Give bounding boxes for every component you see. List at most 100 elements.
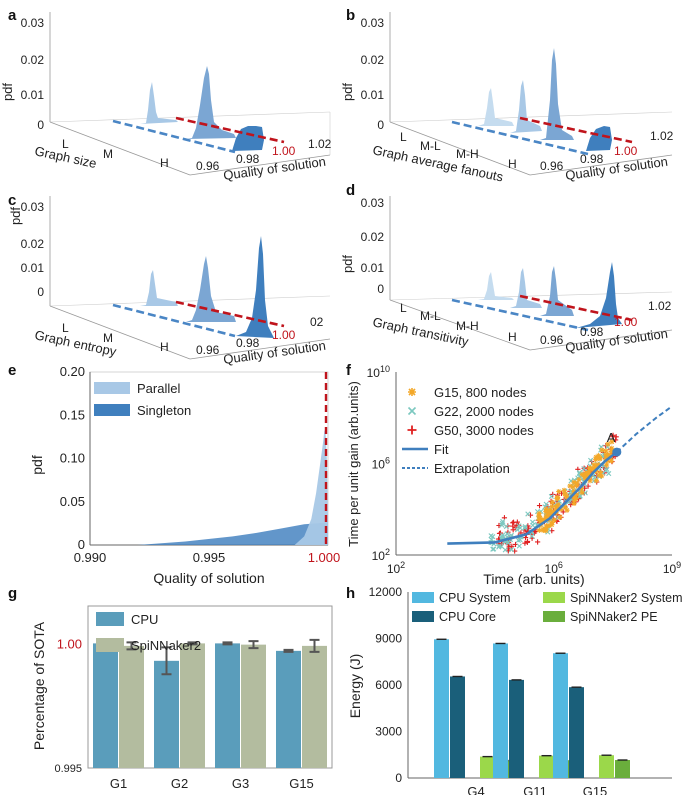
ridge-series-M-H xyxy=(540,48,574,140)
g15-point xyxy=(605,458,611,464)
g22-point xyxy=(581,465,587,472)
bar-cpu-g3 xyxy=(215,643,240,768)
bar-spinnaker2-system-g11 xyxy=(539,755,554,778)
ridge-series-L xyxy=(478,272,514,300)
g15-point xyxy=(546,522,552,529)
bar-cpu-core-g15 xyxy=(569,687,584,778)
ridge-series-L xyxy=(140,82,178,124)
g50-point xyxy=(610,434,616,440)
g15-point xyxy=(571,479,577,485)
y-tick-label: 0.20 xyxy=(60,364,85,379)
g15-point xyxy=(597,469,604,476)
z-tick-label: 0 xyxy=(37,118,44,132)
g15-point xyxy=(591,462,597,468)
g15-point xyxy=(541,527,547,534)
y-tick-label: 0 xyxy=(78,537,85,552)
g50-point xyxy=(536,502,543,509)
g22-point xyxy=(603,468,609,474)
ridge-series-L xyxy=(140,270,178,306)
x-tick-label: 02 xyxy=(310,315,324,329)
x-tick-label: G3 xyxy=(232,776,249,791)
panel-c-ridge-chart: 0.03 0.02 0.01 0 pdf L M H Graph entropy… xyxy=(8,196,331,367)
legend-label-singleton: Singleton xyxy=(137,403,191,418)
bar-cpu-core-g11 xyxy=(509,679,524,778)
depth-tick-label: M-H xyxy=(456,319,479,333)
z-tick-label: 0.01 xyxy=(361,261,385,275)
legend-label: CPU Core xyxy=(439,610,496,624)
y-axis-label: pdf xyxy=(29,455,45,475)
floor-edge xyxy=(189,338,331,360)
x-axis-label: Time (arb. units) xyxy=(483,571,584,587)
legend-marker-g22 xyxy=(407,406,417,416)
g22-point xyxy=(500,518,506,525)
g22-point xyxy=(516,543,522,549)
error-bar xyxy=(283,648,294,653)
depth-tick-label: M-H xyxy=(456,147,479,161)
panel-a-ridge-chart: 0.03 0.02 0.01 0 pdf L M H Graph size 0.… xyxy=(0,12,332,183)
panel-g-bar-chart: G1 G2 G3 G15 1.00 0.995 Percentage of SOTA CPU S… xyxy=(31,605,333,791)
x-tick-label: 0.98 xyxy=(236,336,260,350)
g15-point xyxy=(549,511,555,517)
g15-point xyxy=(557,514,563,520)
depth-tick-label: M-L xyxy=(420,139,441,153)
z-axis-label: pdf xyxy=(0,83,15,101)
x-tick-label: 1.00 xyxy=(614,315,638,329)
blue-reference-dashes xyxy=(112,119,236,154)
bar-cpu-core-g4 xyxy=(450,676,465,778)
ridge-series-M-L xyxy=(510,268,542,308)
z-tick-label: 0.01 xyxy=(21,261,45,275)
legend-swatch-parallel xyxy=(94,382,130,394)
y-tick-label: 0.995 xyxy=(54,763,82,775)
g22-point xyxy=(490,546,496,552)
g15-point xyxy=(608,458,615,464)
z-tick-label: 0.02 xyxy=(361,230,385,244)
bar-cpu-g1 xyxy=(93,643,118,768)
g22-point xyxy=(502,547,508,553)
z-tick-label: 0 xyxy=(377,282,384,296)
bar-spinnaker2-g3 xyxy=(241,644,266,768)
z-tick-label: 0.03 xyxy=(21,16,45,30)
ridge-series-H xyxy=(576,262,622,328)
back-wall-line xyxy=(389,291,673,301)
g15-point xyxy=(587,478,593,484)
g15-point xyxy=(573,483,580,489)
g22-point xyxy=(543,501,549,507)
g15-point xyxy=(549,504,555,510)
red-reference-dashes xyxy=(175,116,285,144)
legend-swatch-spinnaker2-pe xyxy=(543,611,565,622)
g22-point xyxy=(508,547,515,553)
g15-point xyxy=(536,527,543,533)
fit-line xyxy=(447,451,618,545)
y-axis-label: Energy (J) xyxy=(347,654,363,719)
y-tick-label: 0.15 xyxy=(60,407,85,422)
red-reference-dashes xyxy=(175,300,285,328)
g15-point xyxy=(597,456,603,462)
g22-point xyxy=(598,444,604,450)
legend-label: G50, 3000 nodes xyxy=(434,423,534,438)
g15-point xyxy=(579,490,585,496)
bar-spinnaker2-g2 xyxy=(180,643,205,768)
g15-point xyxy=(555,501,561,508)
bar-spinnaker2-system-g4 xyxy=(480,756,495,778)
g15-point xyxy=(549,522,555,528)
legend-swatch-cpu-system xyxy=(412,592,434,603)
x-tick-label: 1.00 xyxy=(614,144,638,158)
g15-point xyxy=(543,523,550,529)
y-tick-label: 1.00 xyxy=(57,636,82,651)
legend-swatch-cpu-core xyxy=(412,611,434,622)
g15-point xyxy=(546,507,553,514)
g15-point xyxy=(586,466,592,472)
g15-point xyxy=(549,499,555,505)
ridge-series-M xyxy=(186,66,236,139)
y-tick-label: 106 xyxy=(372,456,390,472)
g15-point xyxy=(543,506,549,512)
g15-point xyxy=(564,507,570,513)
floor-edge xyxy=(49,121,191,176)
panel-label-d: d xyxy=(346,182,355,199)
ridge-series-M-H xyxy=(540,266,574,316)
g15-point xyxy=(570,484,576,490)
plot-frame xyxy=(89,371,329,546)
depth-tick-label: M xyxy=(103,331,113,345)
g22-point xyxy=(517,525,523,531)
legend-label: Fit xyxy=(434,442,449,457)
